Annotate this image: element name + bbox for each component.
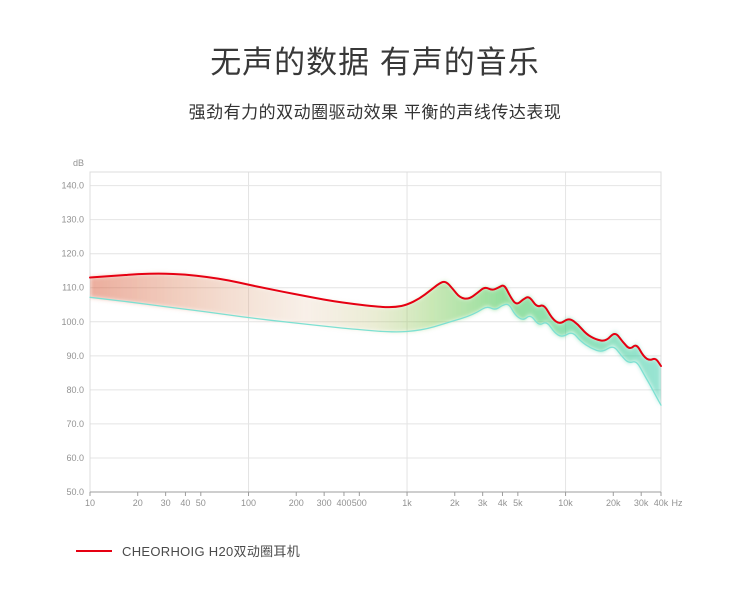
x-tick-label: 5k bbox=[513, 498, 523, 508]
x-tick-label: 200 bbox=[289, 498, 304, 508]
y-tick-label: 70.0 bbox=[66, 419, 84, 429]
x-tick-label: 500 bbox=[352, 498, 367, 508]
series-curve-primary bbox=[89, 272, 662, 367]
x-tick-label: 50 bbox=[196, 498, 206, 508]
x-tick-label: 2k bbox=[450, 498, 460, 508]
x-tick-label: 3k bbox=[478, 498, 488, 508]
x-tick-label: 20k bbox=[606, 498, 621, 508]
x-tick-label: 1k bbox=[402, 498, 412, 508]
x-tick-label: 400 bbox=[336, 498, 351, 508]
x-tick-label: 30 bbox=[161, 498, 171, 508]
x-tick-label: 30k bbox=[634, 498, 649, 508]
x-tick-label: 10 bbox=[85, 498, 95, 508]
y-tick-label: 90.0 bbox=[66, 351, 84, 361]
legend-label: CHEORHOIG H20双动圈耳机 bbox=[122, 544, 301, 559]
page-title: 无声的数据 有声的音乐 bbox=[210, 45, 540, 80]
chart-legend: CHEORHOIG H20双动圈耳机 bbox=[76, 541, 300, 560]
y-tick-label: 60.0 bbox=[66, 453, 84, 463]
y-tick-label: 140.0 bbox=[61, 181, 84, 191]
x-tick-label: 4k bbox=[498, 498, 508, 508]
y-tick-label: 50.0 bbox=[66, 487, 84, 497]
x-tick-label: 40 bbox=[180, 498, 190, 508]
y-tick-label: 80.0 bbox=[66, 385, 84, 395]
x-tick-label: 40k bbox=[654, 498, 669, 508]
legend-line-swatch bbox=[76, 549, 112, 552]
page-subtitle: 强劲有力的双动圈驱动效果 平衡的声线传达表现 bbox=[188, 103, 562, 123]
x-tick-label: 300 bbox=[317, 498, 332, 508]
series-curve-secondary bbox=[89, 296, 662, 406]
x-tick-label: 100 bbox=[241, 498, 256, 508]
band-fill bbox=[90, 273, 661, 406]
y-tick-label: 120.0 bbox=[61, 249, 84, 259]
y-tick-label: 100.0 bbox=[61, 317, 84, 327]
x-tick-label: 20 bbox=[133, 498, 143, 508]
frequency-response-chart: 140.0 130.0 120.0 110.0 100.0 90.0 80.0 70.0 60.… bbox=[61, 158, 683, 508]
x-tick-label: 10k bbox=[558, 498, 573, 508]
y-tick-label: 130.0 bbox=[61, 215, 84, 225]
x-axis-unit-label: Hz bbox=[672, 498, 683, 508]
y-tick-label: 110.0 bbox=[62, 283, 84, 293]
y-axis-unit-label: dB bbox=[73, 158, 84, 168]
